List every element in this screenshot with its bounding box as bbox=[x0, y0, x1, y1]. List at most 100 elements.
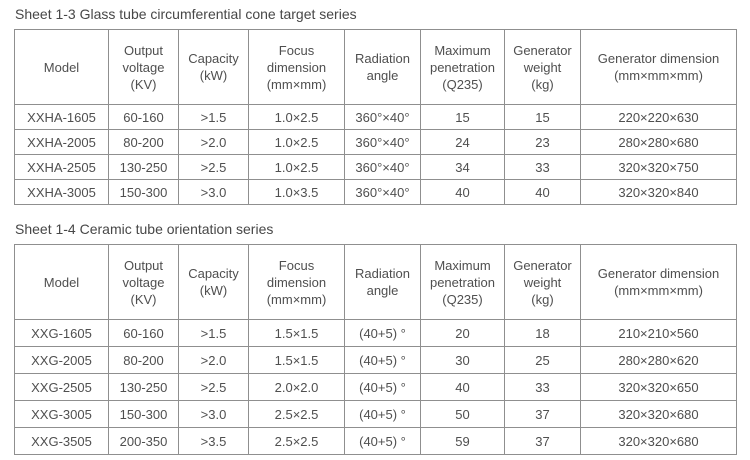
cell-output-voltage: 150-300 bbox=[108, 179, 179, 205]
cell-generator-weight: 33 bbox=[504, 373, 581, 401]
cell-output-voltage: 60-160 bbox=[108, 319, 179, 347]
cell-generator-weight: 15 bbox=[504, 104, 581, 130]
cell-generator-dimension: 320×320×680 bbox=[580, 427, 737, 455]
column-header-focus-dimension: Focus dimension (mm×mm) bbox=[248, 244, 345, 320]
sheet-1-3-title: Sheet 1-3 Glass tube circumferential con… bbox=[15, 6, 357, 22]
cell-output-voltage: 150-300 bbox=[108, 400, 179, 428]
cell-output-voltage: 200-350 bbox=[108, 427, 179, 455]
cell-maximum-penetration: 40 bbox=[420, 373, 505, 401]
column-header-capacity: Capacity (kW) bbox=[178, 244, 249, 320]
column-header-radiation-angle: Radiation angle bbox=[344, 29, 421, 105]
cell-capacity: >2.5 bbox=[178, 154, 249, 180]
cell-capacity: >1.5 bbox=[178, 319, 249, 347]
column-header-capacity: Capacity (kW) bbox=[178, 29, 249, 105]
column-header-generator-weight: Generator weight (kg) bbox=[504, 29, 581, 105]
cell-maximum-penetration: 15 bbox=[420, 104, 505, 130]
column-header-radiation-angle: Radiation angle bbox=[344, 244, 421, 320]
cell-maximum-penetration: 40 bbox=[420, 179, 505, 205]
cell-radiation-angle: (40+5) ° bbox=[344, 346, 421, 374]
cell-generator-weight: 40 bbox=[504, 179, 581, 205]
header-row: Model Output voltage (KV) Capacity (kW) Foc… bbox=[14, 29, 737, 105]
spec-row: XXHA-2005 80-200 >2.0 1.0×2.5 360°×40° 24 23 28… bbox=[14, 129, 737, 155]
cell-model: XXG-2005 bbox=[14, 346, 109, 374]
spec-row: XXHA-2505 130-250 >2.5 1.0×2.5 360°×40° 34 33 3… bbox=[14, 154, 737, 180]
ceramic-tube-spec-table: Model Output voltage (KV) Capacity (kW) Foc… bbox=[14, 244, 737, 455]
cell-output-voltage: 60-160 bbox=[108, 104, 179, 130]
cell-capacity: >2.5 bbox=[178, 373, 249, 401]
spec-row: XXG-2505 130-250 >2.5 2.0×2.0 (40+5) ° 40 33 32… bbox=[14, 373, 737, 401]
cell-model: XXHA-1605 bbox=[14, 104, 109, 130]
cell-focus-dimension: 2.5×2.5 bbox=[248, 427, 345, 455]
cell-focus-dimension: 1.5×1.5 bbox=[248, 319, 345, 347]
cell-capacity: >1.5 bbox=[178, 104, 249, 130]
spec-row: XXG-3505 200-350 >3.5 2.5×2.5 (40+5) ° 59 37 32… bbox=[14, 427, 737, 455]
spec-row: XXHA-1605 60-160 >1.5 1.0×2.5 360°×40° 15 15 22… bbox=[14, 104, 737, 130]
cell-generator-weight: 37 bbox=[504, 400, 581, 428]
cell-output-voltage: 80-200 bbox=[108, 129, 179, 155]
spec-row: XXG-3005 150-300 >3.0 2.5×2.5 (40+5) ° 50 37 32… bbox=[14, 400, 737, 428]
cell-output-voltage: 130-250 bbox=[108, 154, 179, 180]
cell-model: XXHA-2505 bbox=[14, 154, 109, 180]
cell-focus-dimension: 1.5×1.5 bbox=[248, 346, 345, 374]
cell-capacity: >2.0 bbox=[178, 346, 249, 374]
column-header-model: Model bbox=[14, 244, 109, 320]
cell-generator-dimension: 220×220×630 bbox=[580, 104, 737, 130]
cell-maximum-penetration: 24 bbox=[420, 129, 505, 155]
cell-generator-weight: 37 bbox=[504, 427, 581, 455]
cell-maximum-penetration: 30 bbox=[420, 346, 505, 374]
cell-model: XXG-1605 bbox=[14, 319, 109, 347]
cell-model: XXG-3005 bbox=[14, 400, 109, 428]
cell-maximum-penetration: 59 bbox=[420, 427, 505, 455]
sheet-1-4-title: Sheet 1-4 Ceramic tube orientation serie… bbox=[15, 221, 274, 237]
column-header-generator-weight: Generator weight (kg) bbox=[504, 244, 581, 320]
spec-row: XXG-2005 80-200 >2.0 1.5×1.5 (40+5) ° 30 25 280… bbox=[14, 346, 737, 374]
cell-radiation-angle: 360°×40° bbox=[344, 154, 421, 180]
cell-focus-dimension: 1.0×3.5 bbox=[248, 179, 345, 205]
cell-radiation-angle: (40+5) ° bbox=[344, 319, 421, 347]
cell-generator-dimension: 320×320×840 bbox=[580, 179, 737, 205]
cell-capacity: >3.5 bbox=[178, 427, 249, 455]
column-header-generator-dimension: Generator dimension (mm×mm×mm) bbox=[580, 29, 737, 105]
cell-focus-dimension: 2.0×2.0 bbox=[248, 373, 345, 401]
cell-focus-dimension: 1.0×2.5 bbox=[248, 104, 345, 130]
cell-generator-dimension: 320×320×650 bbox=[580, 373, 737, 401]
cell-generator-weight: 18 bbox=[504, 319, 581, 347]
cell-generator-weight: 25 bbox=[504, 346, 581, 374]
cell-model: XXHA-3005 bbox=[14, 179, 109, 205]
cell-generator-dimension: 280×280×680 bbox=[580, 129, 737, 155]
column-header-output-voltage: Output voltage (KV) bbox=[108, 29, 179, 105]
cell-capacity: >2.0 bbox=[178, 129, 249, 155]
cell-maximum-penetration: 50 bbox=[420, 400, 505, 428]
cell-radiation-angle: 360°×40° bbox=[344, 129, 421, 155]
cell-radiation-angle: (40+5) ° bbox=[344, 373, 421, 401]
cell-maximum-penetration: 20 bbox=[420, 319, 505, 347]
cell-focus-dimension: 1.0×2.5 bbox=[248, 129, 345, 155]
cell-model: XXHA-2005 bbox=[14, 129, 109, 155]
cell-maximum-penetration: 34 bbox=[420, 154, 505, 180]
header-row: Model Output voltage (KV) Capacity (kW) Foc… bbox=[14, 244, 737, 320]
column-header-output-voltage: Output voltage (KV) bbox=[108, 244, 179, 320]
cell-generator-weight: 23 bbox=[504, 129, 581, 155]
cell-radiation-angle: (40+5) ° bbox=[344, 427, 421, 455]
cell-model: XXG-3505 bbox=[14, 427, 109, 455]
cell-generator-dimension: 320×320×680 bbox=[580, 400, 737, 428]
cell-model: XXG-2505 bbox=[14, 373, 109, 401]
cell-generator-dimension: 210×210×560 bbox=[580, 319, 737, 347]
column-header-maximum-penetration: Maximum penetration (Q235) bbox=[420, 29, 505, 105]
cell-radiation-angle: 360°×40° bbox=[344, 104, 421, 130]
cell-radiation-angle: (40+5) ° bbox=[344, 400, 421, 428]
cell-generator-dimension: 320×320×750 bbox=[580, 154, 737, 180]
cell-generator-dimension: 280×280×620 bbox=[580, 346, 737, 374]
cell-radiation-angle: 360°×40° bbox=[344, 179, 421, 205]
spec-row: XXG-1605 60-160 >1.5 1.5×1.5 (40+5) ° 20 18 210… bbox=[14, 319, 737, 347]
cell-output-voltage: 130-250 bbox=[108, 373, 179, 401]
spec-row: XXHA-3005 150-300 >3.0 1.0×3.5 360°×40° 40 40 3… bbox=[14, 179, 737, 205]
column-header-maximum-penetration: Maximum penetration (Q235) bbox=[420, 244, 505, 320]
glass-tube-spec-table: Model Output voltage (KV) Capacity (kW) Foc… bbox=[14, 29, 737, 205]
cell-output-voltage: 80-200 bbox=[108, 346, 179, 374]
column-header-model: Model bbox=[14, 29, 109, 105]
column-header-focus-dimension: Focus dimension (mm×mm) bbox=[248, 29, 345, 105]
cell-focus-dimension: 1.0×2.5 bbox=[248, 154, 345, 180]
column-header-generator-dimension: Generator dimension (mm×mm×mm) bbox=[580, 244, 737, 320]
